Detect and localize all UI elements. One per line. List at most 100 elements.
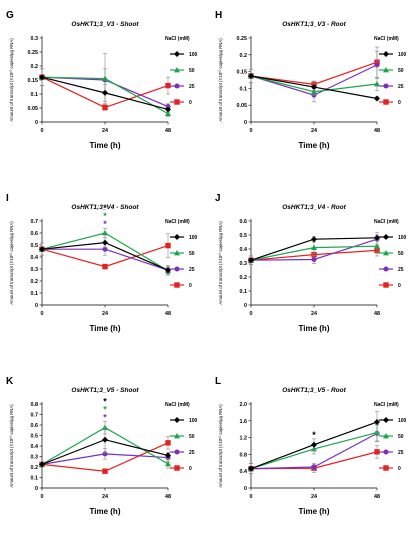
legend-label: 50 bbox=[189, 68, 195, 74]
y-tick-label: 0.6 bbox=[31, 231, 39, 237]
y-tick-label: 0.4 bbox=[31, 255, 39, 261]
legend-marker bbox=[383, 250, 389, 256]
legend-label: 50 bbox=[189, 434, 195, 440]
data-point bbox=[102, 75, 108, 81]
y-tick-label: 0 bbox=[244, 120, 247, 126]
y-tick-label: 0.2 bbox=[31, 64, 39, 70]
x-tick-label: 48 bbox=[165, 128, 171, 134]
chart-panel-h: H OsHKT1;3_V3 - Root Amount of transcript … bbox=[215, 10, 407, 150]
x-tick-label: 0 bbox=[250, 311, 253, 317]
x-tick-label: 24 bbox=[311, 494, 317, 500]
data-point bbox=[165, 106, 171, 113]
y-tick-label: 0.6 bbox=[240, 219, 248, 225]
panel-title: OsHKT1;3_V3 - Shoot bbox=[71, 21, 139, 28]
data-point bbox=[102, 239, 108, 246]
data-point bbox=[374, 62, 380, 68]
y-tick-label: 0.6 bbox=[31, 423, 39, 429]
data-point bbox=[102, 451, 108, 457]
significance-star: * bbox=[103, 203, 107, 213]
legend-marker bbox=[174, 99, 180, 105]
legend-marker bbox=[174, 250, 180, 256]
y-tick-label: 0.25 bbox=[28, 50, 39, 56]
x-axis-label: Time (h) bbox=[299, 324, 330, 333]
x-tick-label: 24 bbox=[311, 128, 317, 134]
x-tick-label: 0 bbox=[41, 311, 44, 317]
legend-label: 100 bbox=[189, 235, 198, 241]
y-tick-label: 0.15 bbox=[28, 78, 39, 84]
y-axis-label: Amount of transcript (X10¹⁰ copies/µg RN… bbox=[218, 221, 223, 305]
legend-label: 50 bbox=[398, 251, 404, 257]
legend-marker bbox=[174, 51, 180, 57]
x-tick-label: 0 bbox=[41, 128, 44, 134]
data-point bbox=[311, 88, 317, 95]
data-point bbox=[102, 436, 108, 443]
y-tick-label: 0.3 bbox=[31, 36, 39, 42]
legend-title: NaCl (mM) bbox=[165, 402, 190, 408]
y-tick-label: 0.2 bbox=[240, 53, 248, 59]
y-tick-label: 2.0 bbox=[240, 402, 248, 408]
y-tick-label: 0.8 bbox=[31, 402, 39, 408]
data-point bbox=[165, 110, 171, 116]
data-point bbox=[311, 251, 317, 258]
legend-label: 50 bbox=[189, 251, 195, 257]
legend-label: 0 bbox=[189, 100, 192, 106]
y-tick-label: 0.3 bbox=[240, 261, 248, 267]
data-point bbox=[248, 257, 254, 264]
legend: NaCl (mM) 100 50 25 0 bbox=[165, 219, 198, 289]
legend-marker bbox=[174, 282, 180, 288]
y-tick-label: 1.2 bbox=[240, 436, 248, 442]
legend-marker bbox=[383, 417, 389, 423]
x-tick-label: 48 bbox=[165, 494, 171, 500]
data-point bbox=[374, 449, 380, 455]
y-axis-label: Amount of transcript (X10¹⁰ copies/µg RN… bbox=[9, 404, 14, 488]
x-tick-label: 48 bbox=[374, 494, 380, 500]
panel-letter: K bbox=[6, 376, 14, 387]
chart-panel-k: K OsHKT1;3_V5 - Shoot Amount of transcript… bbox=[6, 376, 198, 516]
legend-title: NaCl (mM) bbox=[374, 219, 399, 225]
x-tick-label: 48 bbox=[374, 128, 380, 134]
legend-label: 25 bbox=[189, 267, 195, 273]
legend: NaCl (mM) 100 50 25 0 bbox=[165, 36, 198, 106]
data-point bbox=[102, 104, 108, 111]
y-tick-label: 0.4 bbox=[240, 247, 248, 253]
legend-label: 25 bbox=[398, 267, 404, 273]
y-tick-label: 0.1 bbox=[240, 289, 248, 295]
legend-marker bbox=[383, 465, 389, 471]
x-tick-label: 0 bbox=[250, 494, 253, 500]
y-tick-label: 0.1 bbox=[31, 476, 39, 482]
legend: NaCl (mM) 100 50 25 0 bbox=[374, 219, 407, 289]
legend-marker bbox=[383, 99, 389, 105]
x-tick-label: 0 bbox=[250, 128, 253, 134]
series-100 bbox=[248, 411, 380, 475]
significance-star: * bbox=[103, 412, 107, 422]
legend-marker bbox=[383, 67, 389, 73]
data-point bbox=[374, 95, 380, 102]
legend-label: 100 bbox=[398, 235, 407, 241]
y-tick-label: 0 bbox=[35, 486, 38, 492]
panel-letter: H bbox=[215, 10, 222, 21]
legend-marker bbox=[174, 417, 180, 423]
significance-star: * bbox=[312, 430, 316, 440]
panel-title: OsHKT1;3_V3 - Root bbox=[282, 21, 346, 28]
y-tick-label: 0.4 bbox=[240, 469, 248, 475]
series-100 bbox=[39, 237, 171, 276]
chart-panel-j: J OsHKT1;3_V4 - Root Amount of transcript … bbox=[215, 193, 407, 333]
y-tick-label: 0.7 bbox=[31, 219, 39, 225]
data-point bbox=[374, 243, 380, 249]
chart-panel-l: L OsHKT1;3_V5 - Root Amount of transcript … bbox=[215, 376, 407, 516]
legend-marker bbox=[383, 266, 389, 272]
legend-marker bbox=[383, 433, 389, 439]
data-point bbox=[39, 74, 45, 81]
legend-marker bbox=[383, 282, 389, 288]
y-tick-label: 0.5 bbox=[31, 434, 39, 440]
x-axis-label: Time (h) bbox=[299, 507, 330, 516]
legend-title: NaCl (mM) bbox=[374, 402, 399, 408]
legend-label: 25 bbox=[189, 450, 195, 456]
data-point bbox=[248, 465, 254, 472]
data-point bbox=[102, 230, 108, 236]
x-tick-label: 24 bbox=[102, 128, 108, 134]
legend: NaCl (mM) 100 50 25 0 bbox=[374, 402, 407, 472]
y-tick-label: 0.1 bbox=[240, 86, 248, 92]
legend-marker bbox=[383, 51, 389, 57]
panel-title: OsHKT1;3_V5 - Root bbox=[282, 387, 346, 394]
